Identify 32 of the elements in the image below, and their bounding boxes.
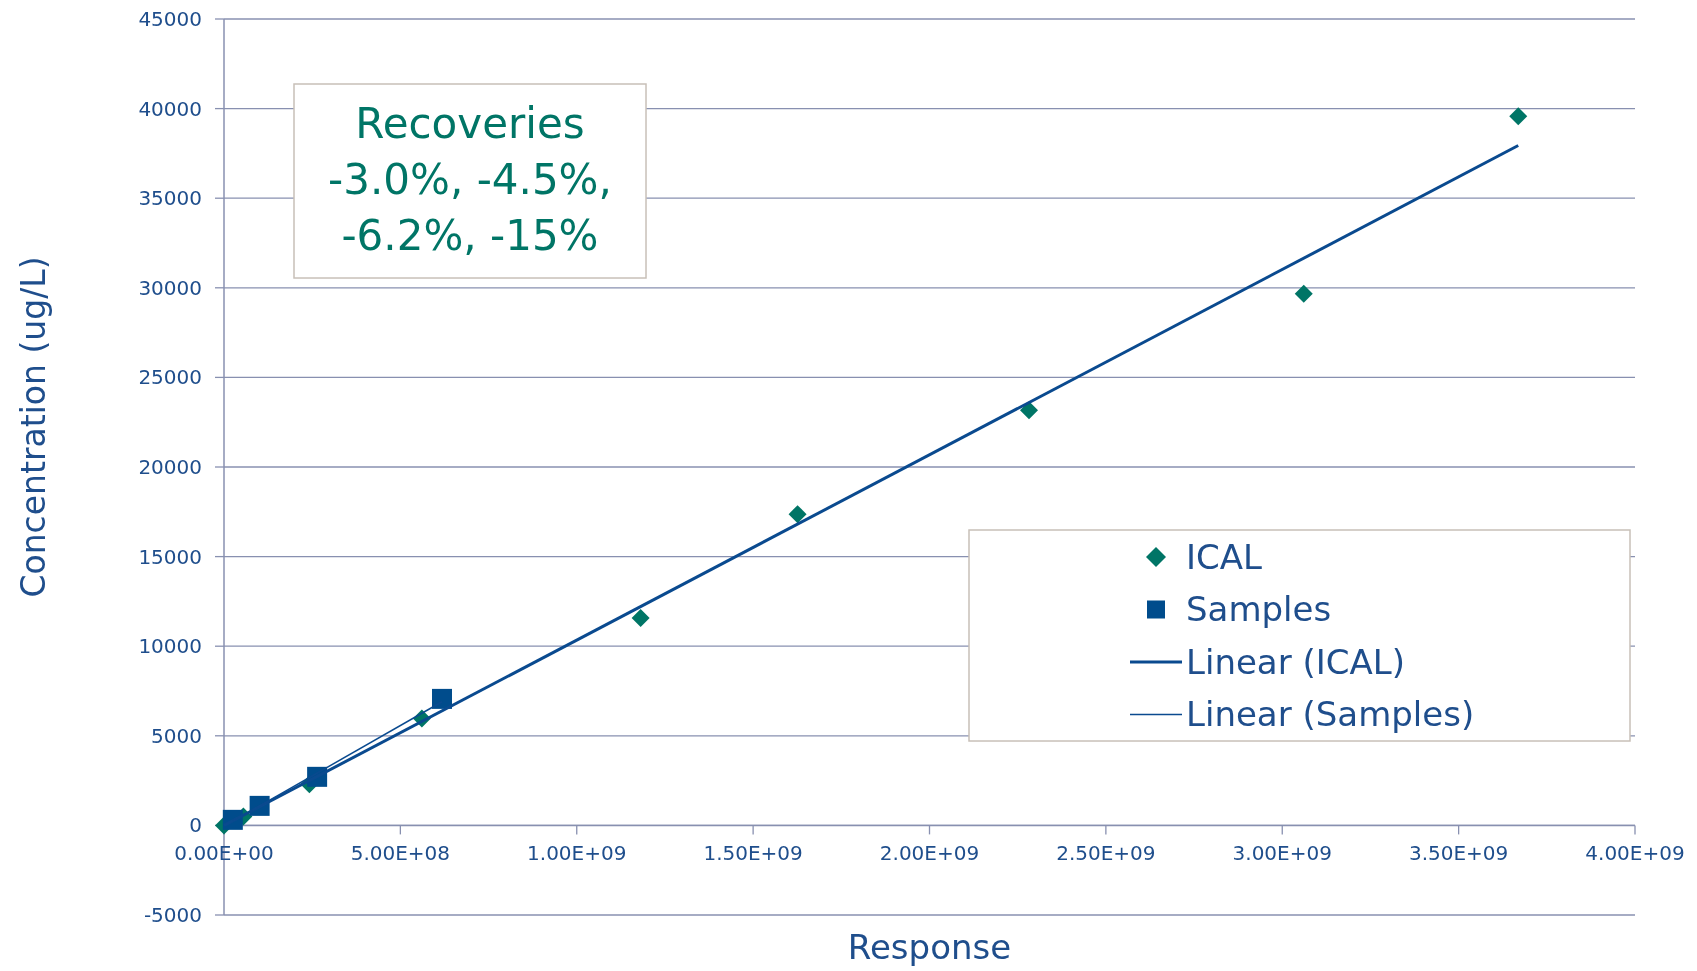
y-tick-label: 15000 bbox=[138, 544, 202, 569]
x-tick-label: 2.50E+09 bbox=[1056, 841, 1156, 866]
y-axis-title: Concentration (ug/L) bbox=[14, 256, 53, 598]
y-tick-label: 5000 bbox=[151, 723, 202, 748]
legend-label: Samples bbox=[1186, 589, 1332, 630]
x-tick-label: 2.00E+09 bbox=[879, 841, 980, 866]
point bbox=[631, 608, 650, 627]
y-tick-label: 10000 bbox=[138, 634, 202, 659]
y-tick-label: -5000 bbox=[143, 903, 202, 927]
x-tick-label: 4.00E+09 bbox=[1585, 841, 1685, 866]
legend-label: Linear (ICAL) bbox=[1186, 641, 1405, 682]
x-tick-label: 1.00E+09 bbox=[527, 841, 627, 866]
y-tick-label: 0 bbox=[189, 813, 202, 838]
x-tick-label: 3.50E+09 bbox=[1408, 841, 1509, 866]
x-axis-title: Response bbox=[847, 927, 1012, 967]
point bbox=[432, 688, 452, 709]
y-tick-label: 25000 bbox=[138, 365, 202, 390]
point bbox=[1509, 107, 1528, 126]
x-tick-label: 0.00E+00 bbox=[174, 841, 274, 866]
point bbox=[1294, 284, 1313, 303]
x-tick-label: 5.00E+08 bbox=[350, 841, 451, 866]
x-tick-label: 3.00E+09 bbox=[1232, 841, 1332, 866]
y-tick-label: 30000 bbox=[138, 275, 202, 300]
point bbox=[788, 505, 807, 524]
x-tick-label: 1.50E+09 bbox=[703, 841, 803, 866]
legend-label: ICAL bbox=[1186, 536, 1263, 577]
annotation: Recoveries -3.0%, -4.5%, -6.2%, -15% bbox=[328, 99, 612, 260]
y-tick-label: 35000 bbox=[138, 186, 202, 211]
y-tick-label: 40000 bbox=[138, 96, 202, 121]
y-tick-label: 20000 bbox=[138, 455, 202, 479]
legend-label: Linear (Samples) bbox=[1186, 694, 1475, 735]
y-tick-label: 45000 bbox=[138, 7, 202, 31]
